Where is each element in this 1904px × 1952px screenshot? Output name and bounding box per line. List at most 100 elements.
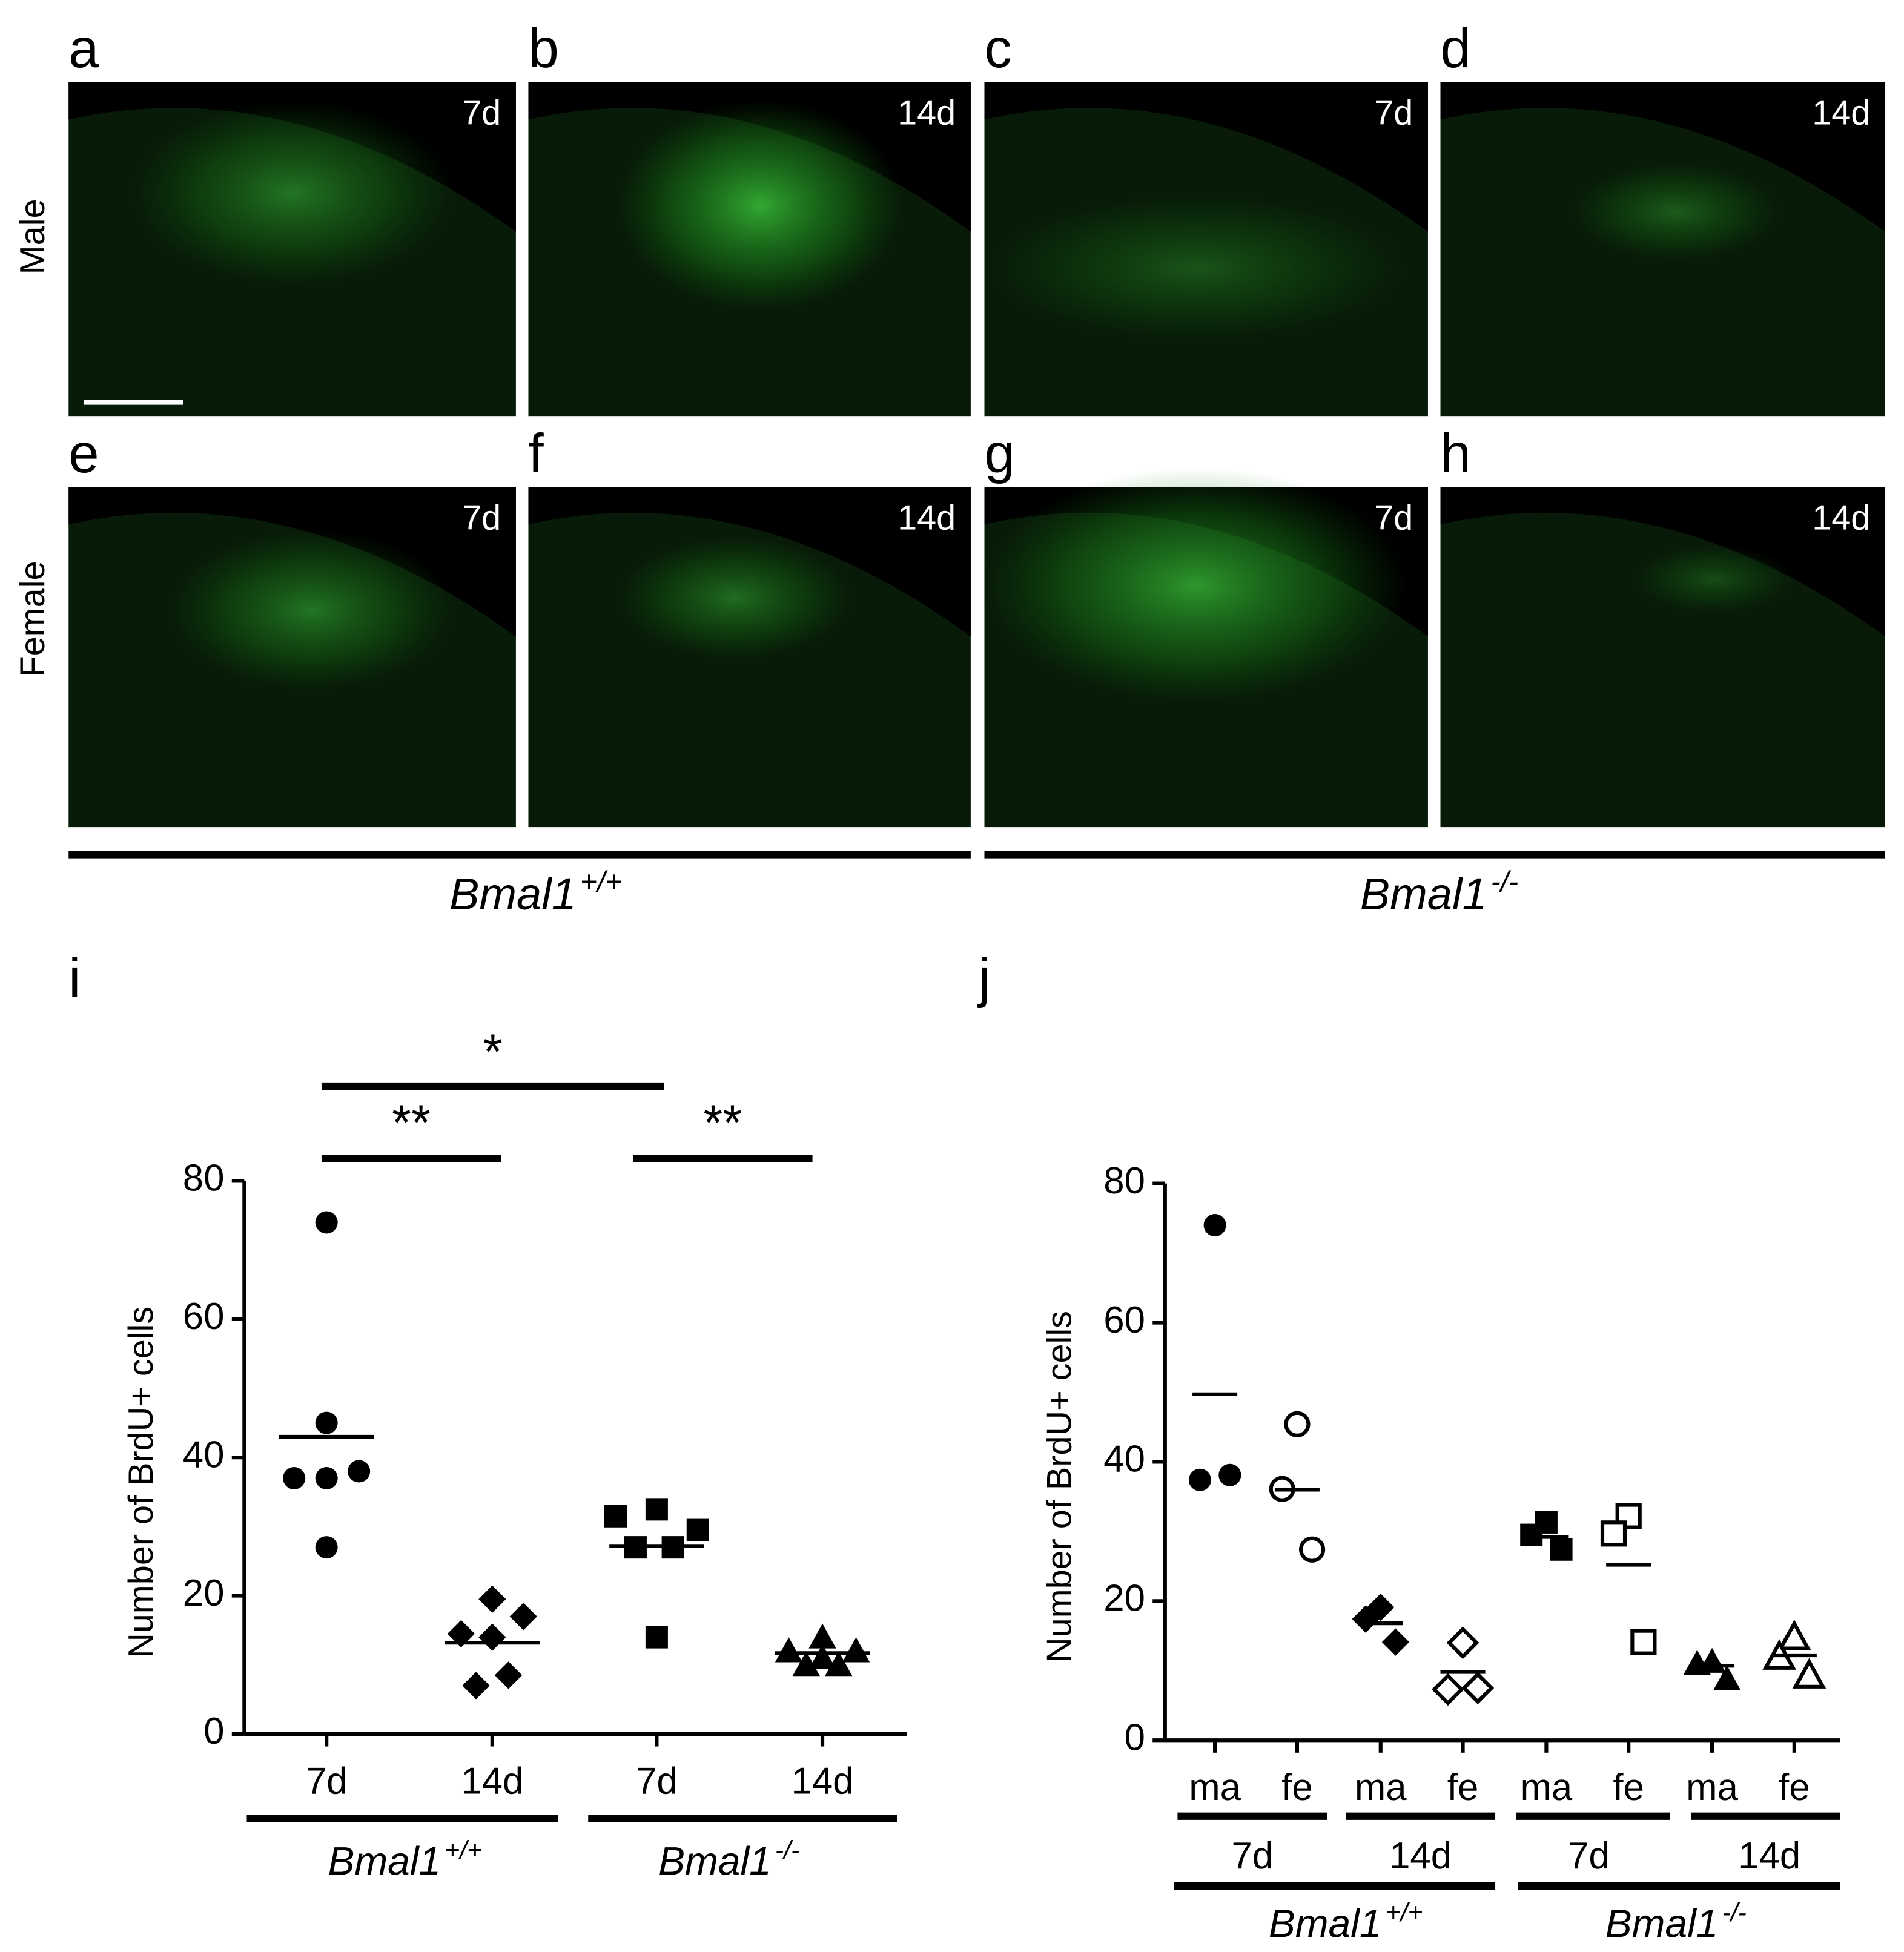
data-point: [478, 1585, 506, 1613]
x-tick-label: ma: [1521, 1767, 1573, 1809]
x-tick-label: 14d: [792, 1761, 854, 1802]
data-point: [645, 1498, 668, 1521]
time-label: 14d: [1738, 1835, 1800, 1877]
genotype-name: Bmal1: [658, 1838, 772, 1883]
data-point: [604, 1505, 627, 1528]
x-tick-label: ma: [1686, 1767, 1738, 1809]
data-point: [1352, 1605, 1380, 1633]
data-point: [1713, 1665, 1741, 1690]
panel-time: 14d: [897, 498, 956, 537]
data-point: [315, 1211, 338, 1234]
y-tick-label: 40: [1103, 1439, 1145, 1480]
micrograph-background: [1440, 82, 1886, 232]
data-point: [1381, 1628, 1410, 1656]
genotype-superscript: +/+: [1386, 1898, 1423, 1927]
brdu-signal: [984, 467, 1409, 704]
panel-letter: i: [68, 948, 81, 1009]
data-point: [1777, 1620, 1811, 1650]
x-tick-label: ma: [1355, 1767, 1407, 1809]
y-tick-label: 40: [183, 1434, 225, 1476]
genotype-label: Bmal1 +/+: [449, 865, 623, 919]
genotype-superscript: +/+: [580, 865, 623, 898]
data-point: [825, 1651, 853, 1677]
brdu-signal: [1570, 162, 1782, 262]
x-tick-label: fe: [1281, 1767, 1312, 1809]
y-axis-label: Number of BrdU+ cells: [122, 1307, 160, 1658]
panel-time: 7d: [462, 498, 501, 537]
y-tick-label: 0: [203, 1710, 224, 1752]
data-point: [315, 1411, 338, 1434]
time-label: 14d: [1389, 1835, 1452, 1877]
panel-letter: c: [984, 18, 1011, 79]
data-point: [1520, 1523, 1543, 1546]
y-tick-label: 80: [183, 1158, 225, 1199]
panel-letter: d: [1441, 18, 1471, 79]
micrograph-background: [984, 82, 1428, 232]
data-point: [1203, 1214, 1226, 1237]
x-tick-label: fe: [1779, 1767, 1810, 1809]
panel-letter: g: [984, 423, 1014, 484]
brdu-signal: [616, 99, 904, 312]
significance-label: *: [483, 1024, 503, 1080]
data-point: [808, 1623, 836, 1649]
genotype-superscript: -/-: [1722, 1898, 1747, 1927]
data-point: [1550, 1538, 1573, 1561]
data-point: [1188, 1468, 1211, 1491]
micrograph-background: [528, 487, 971, 637]
data-point: [1461, 1672, 1495, 1705]
data-point: [645, 1626, 668, 1649]
brdu-signal: [616, 535, 854, 661]
x-tick-label: 7d: [636, 1761, 678, 1802]
brdu-signal: [168, 529, 455, 691]
data-point: [315, 1536, 338, 1559]
x-tick-label: ma: [1189, 1767, 1241, 1809]
row-label: Female: [13, 561, 52, 678]
data-point: [315, 1466, 338, 1489]
micrograph-background: [1440, 487, 1886, 637]
genotype-name: Bmal1: [1605, 1901, 1719, 1945]
data-point: [842, 1637, 870, 1663]
data-point: [792, 1651, 820, 1677]
panel-letter: h: [1441, 423, 1471, 484]
panel-letter: a: [68, 18, 99, 79]
panel-time: 14d: [897, 94, 956, 133]
y-tick-label: 20: [183, 1572, 225, 1614]
row-label: Male: [13, 199, 52, 274]
panel-time: 7d: [1374, 94, 1413, 133]
data-point: [1792, 1658, 1826, 1689]
time-label: 7d: [1568, 1835, 1610, 1877]
data-point: [447, 1620, 475, 1648]
genotype-name: Bmal1: [1269, 1901, 1382, 1945]
panel-letter: e: [68, 423, 99, 484]
panel-time: 14d: [1812, 498, 1870, 537]
micrograph-background: [68, 487, 516, 637]
y-tick-label: 0: [1125, 1717, 1145, 1759]
data-point: [494, 1661, 523, 1689]
panel-letter: b: [528, 18, 558, 79]
panel-letter: f: [528, 423, 544, 484]
y-tick-label: 80: [1103, 1160, 1145, 1202]
genotype-name: Bmal1: [449, 869, 577, 919]
genotype-superscript: -/-: [1491, 865, 1518, 898]
y-tick-label: 20: [1103, 1578, 1145, 1620]
micrograph-background: [68, 82, 516, 232]
data-point: [775, 1637, 803, 1663]
x-tick-label: fe: [1613, 1767, 1644, 1809]
group-label: Bmal1 +/+: [1269, 1898, 1423, 1945]
data-point: [1218, 1463, 1241, 1486]
x-tick-label: 7d: [306, 1761, 348, 1802]
panel-letter: j: [976, 948, 990, 1009]
data-point: [509, 1603, 537, 1631]
genotype-superscript: -/-: [775, 1836, 799, 1865]
significance-label: **: [392, 1096, 431, 1151]
y-tick-label: 60: [183, 1296, 225, 1337]
group-label: Bmal1 -/-: [658, 1836, 799, 1883]
genotype-name: Bmal1: [328, 1838, 441, 1883]
data-point: [478, 1623, 506, 1651]
x-tick-label: 14d: [461, 1761, 523, 1802]
y-tick-label: 60: [1103, 1299, 1145, 1341]
panel-time: 7d: [462, 94, 501, 133]
data-point: [1431, 1673, 1464, 1706]
